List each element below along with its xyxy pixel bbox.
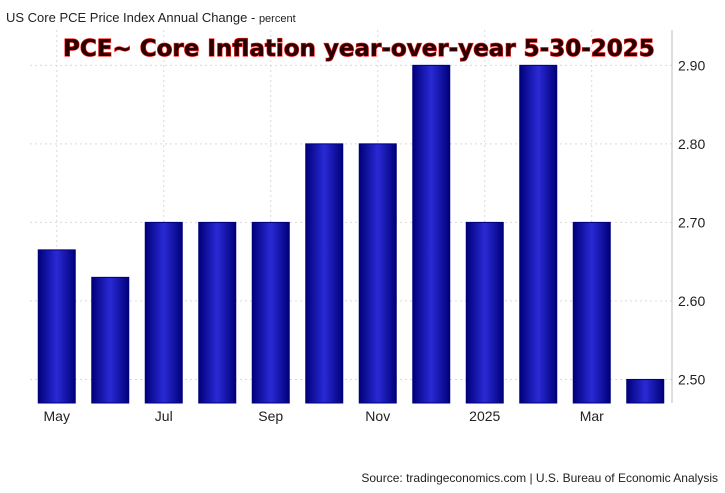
- bar: [358, 143, 397, 404]
- y-axis-ticks: 2.50 2.60 2.70 2.80 2.90: [678, 57, 705, 387]
- bar: [251, 221, 290, 404]
- x-tick-label: 2025: [469, 408, 500, 424]
- y-tick-label: 2.60: [678, 293, 705, 309]
- bar: [412, 64, 451, 404]
- y-tick-label: 2.50: [678, 371, 705, 387]
- x-tick-label: Mar: [580, 408, 604, 424]
- bar: [572, 221, 611, 404]
- x-tick-label: Sep: [258, 408, 283, 424]
- bar: [519, 64, 558, 404]
- chart-title-main: US Core PCE Price Index Annual Change: [6, 10, 247, 25]
- chart-title-unit: percent: [259, 13, 296, 25]
- x-tick-label: May: [44, 408, 70, 424]
- y-tick-label: 2.80: [678, 136, 705, 152]
- bar: [305, 143, 344, 404]
- y-tick-label: 2.70: [678, 214, 705, 230]
- bar: [144, 221, 183, 404]
- bar: [626, 378, 665, 404]
- x-tick-label: Jul: [155, 408, 173, 424]
- y-tick-label: 2.90: [678, 57, 705, 73]
- x-tick-label: Nov: [365, 408, 390, 424]
- bar: [465, 221, 504, 404]
- chart-title: US Core PCE Price Index Annual Change - …: [6, 10, 296, 25]
- bars: [37, 64, 665, 404]
- source-note: Source: tradingeconomics.com | U.S. Bure…: [361, 471, 718, 485]
- chart-title-separator: -: [251, 10, 259, 25]
- overlay-title: PCE~ Core Inflation year-over-year 5-30-…: [63, 36, 655, 62]
- bar: [37, 249, 76, 404]
- x-axis-ticks: May Jul Sep Nov 2025 Mar: [44, 408, 605, 424]
- bar: [198, 221, 237, 404]
- bar: [91, 276, 130, 404]
